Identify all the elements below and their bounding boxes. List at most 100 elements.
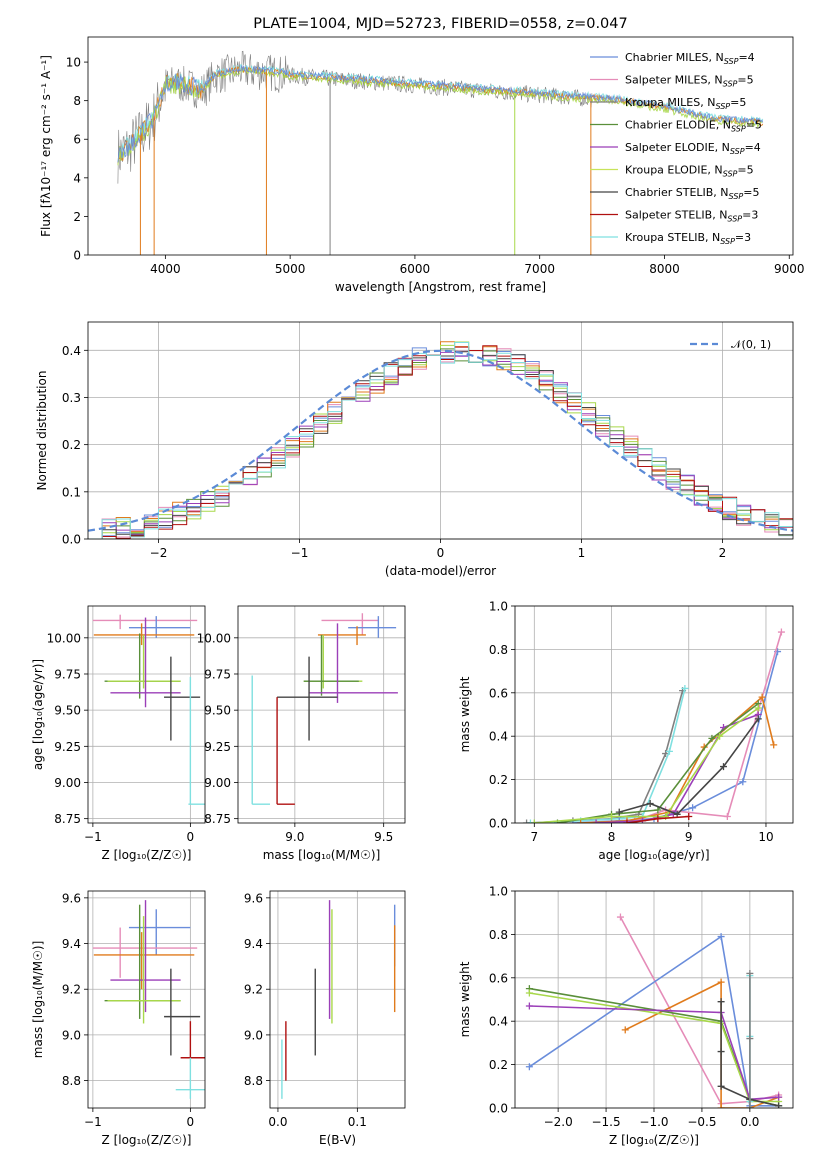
data-point bbox=[685, 812, 693, 820]
x-axis-label: Z [log₁₀(Z/Z☉)] bbox=[102, 1133, 192, 1147]
y-tick-label: 9.6 bbox=[62, 891, 81, 905]
data-point bbox=[746, 969, 754, 977]
x-tick-label: 5000 bbox=[275, 262, 306, 276]
legend-sub: SSP bbox=[727, 215, 742, 224]
y-tick-label: 8.75 bbox=[54, 812, 81, 826]
y-axis-label: mass [log₁₀(M/M☉)] bbox=[31, 941, 45, 1059]
data-point bbox=[758, 693, 766, 701]
series-line bbox=[530, 688, 686, 823]
legend-sub: SSP bbox=[723, 80, 738, 89]
legend-suffix: =5 bbox=[743, 186, 759, 199]
legend-suffix: =5 bbox=[737, 74, 753, 87]
legend-sub: SSP bbox=[724, 57, 739, 66]
data-point bbox=[723, 812, 731, 820]
legend-entry: Kroupa ELODIE, NSSP=5 bbox=[625, 164, 754, 179]
x-tick-label: −1.5 bbox=[591, 1115, 620, 1129]
y-tick-label: 9.00 bbox=[204, 776, 231, 790]
y-tick-label: 0.6 bbox=[489, 686, 508, 700]
y-tick-label: 0.8 bbox=[489, 643, 508, 657]
y-tick-label: 9.75 bbox=[54, 667, 81, 681]
legend-name: Salpeter ELODIE, N bbox=[625, 141, 730, 154]
x-tick-label: −1 bbox=[84, 830, 102, 844]
data-point bbox=[775, 1102, 783, 1108]
histogram-step bbox=[88, 342, 793, 539]
legend-name: Kroupa MILES, N bbox=[625, 96, 715, 109]
y-tick-label: 0.8 bbox=[489, 928, 508, 942]
spectrum-model bbox=[117, 67, 763, 166]
legend-sub: SSP bbox=[729, 192, 744, 201]
legend-entry: 𝒩(0, 1) bbox=[731, 338, 771, 351]
legend-name: Salpeter STELIB, N bbox=[625, 209, 727, 222]
y-tick-label: 9.75 bbox=[204, 667, 231, 681]
x-axis-label: Z [log₁₀(Z/Z☉)] bbox=[102, 848, 192, 862]
axes-frame bbox=[269, 890, 406, 1109]
x-tick-label: 9000 bbox=[774, 262, 805, 276]
series-line bbox=[529, 992, 779, 1103]
y-tick-label: 8.75 bbox=[204, 812, 231, 826]
data-point bbox=[708, 734, 716, 742]
data-point bbox=[654, 815, 662, 823]
panel-age_vs_Z: −1 0 8.75 9.00 9.25 9.50 9.75 10.00 Z [log₁₀(Z/Z… bbox=[31, 605, 206, 862]
data-point bbox=[775, 1093, 783, 1101]
x-tick-label: 0.0 bbox=[268, 1115, 287, 1129]
data-point bbox=[739, 778, 747, 786]
x-tick-label: 6000 bbox=[400, 262, 431, 276]
x-tick-label: −1 bbox=[291, 546, 309, 560]
y-tick-label: 9.00 bbox=[54, 776, 81, 790]
data-point bbox=[523, 819, 531, 823]
legend-entry: Salpeter STELIB, NSSP=3 bbox=[625, 209, 758, 224]
y-tick-label: 9.0 bbox=[244, 1028, 263, 1042]
legend-entry: Chabrier STELIB, NSSP=5 bbox=[625, 186, 759, 201]
x-axis-label: mass [log₁₀(M/M☉)] bbox=[263, 848, 381, 862]
legend-suffix: =4 bbox=[738, 51, 754, 64]
panel-mass_vs_Z: −1 0 8.8 9.0 9.2 9.4 9.6 Z [log₁₀(Z/Z☉)] mass [l… bbox=[31, 890, 206, 1147]
y-tick-label: 9.6 bbox=[244, 891, 263, 905]
x-tick-label: −2.0 bbox=[544, 1115, 573, 1129]
data-point bbox=[616, 913, 624, 921]
legend-name: Chabrier STELIB, N bbox=[625, 186, 729, 199]
y-tick-label: 4 bbox=[73, 171, 81, 185]
data-point bbox=[615, 808, 623, 816]
y-tick-label: 0.6 bbox=[489, 971, 508, 985]
y-tick-label: 0.1 bbox=[62, 485, 81, 499]
plot-area-mass_weight_vs_age bbox=[523, 628, 785, 823]
data-point bbox=[777, 628, 785, 636]
legend-sub: SSP bbox=[715, 102, 730, 111]
y-tick-label: 9.50 bbox=[54, 704, 81, 718]
y-tick-label: 10.00 bbox=[47, 631, 81, 645]
x-tick-label: 9 bbox=[685, 830, 693, 844]
legend-suffix: =3 bbox=[735, 231, 751, 244]
legend-name: Chabrier MILES, N bbox=[625, 51, 724, 64]
data-point bbox=[754, 715, 762, 723]
panel-mass_vs_EBV: 0.0 0.1 8.8 9.0 9.2 9.4 9.6 E(B-V) bbox=[244, 890, 406, 1147]
y-tick-label: 9.4 bbox=[244, 937, 263, 951]
series-line bbox=[572, 651, 779, 823]
axes-frame bbox=[87, 36, 794, 256]
x-tick-label: 0.0 bbox=[740, 1115, 759, 1129]
panel-mass_weight_vs_age: 7 8 9 10 0.0 0.2 0.4 0.6 0.8 1.0 age [log₁₀(age/yr… bbox=[458, 600, 794, 862]
legend-name: Salpeter MILES, N bbox=[625, 74, 723, 87]
series-line bbox=[557, 702, 759, 823]
plot-area-age_vs_Z bbox=[92, 614, 205, 805]
series-line bbox=[596, 713, 759, 823]
y-tick-label: 8.8 bbox=[244, 1074, 263, 1088]
x-tick-label: 8000 bbox=[649, 262, 680, 276]
legend-entry: Chabrier MILES, NSSP=4 bbox=[625, 51, 755, 66]
y-tick-label: 0.4 bbox=[489, 730, 508, 744]
y-tick-label: 0.0 bbox=[489, 817, 508, 831]
plot-area-mass_weight_vs_Z bbox=[525, 913, 783, 1108]
data-point bbox=[717, 998, 725, 1006]
axes-frame bbox=[87, 890, 206, 1109]
data-point bbox=[623, 819, 631, 823]
data-point bbox=[665, 747, 673, 755]
data-point bbox=[717, 978, 725, 986]
y-tick-label: 0.2 bbox=[489, 773, 508, 787]
axes-frame bbox=[514, 890, 794, 1109]
data-point bbox=[717, 933, 725, 941]
x-tick-label: −2 bbox=[150, 546, 168, 560]
x-tick-label: 7000 bbox=[524, 262, 555, 276]
y-tick-label: 0.0 bbox=[489, 1102, 508, 1116]
data-point bbox=[525, 1063, 533, 1071]
data-point bbox=[720, 763, 727, 771]
